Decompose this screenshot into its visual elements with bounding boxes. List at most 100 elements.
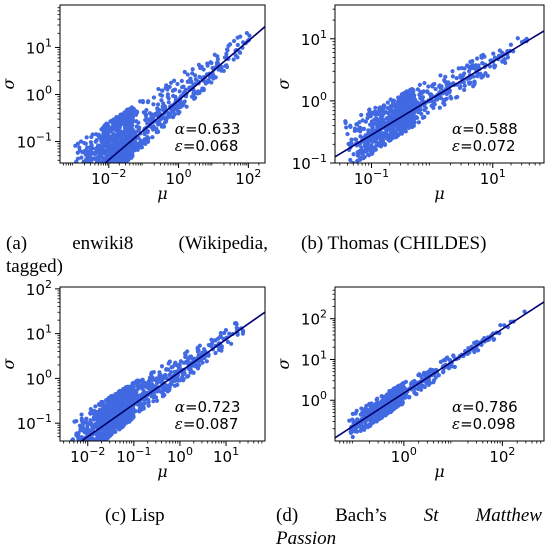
x-tick-label-c: 10−2 xyxy=(70,445,105,466)
data-point xyxy=(93,421,98,427)
data-point xyxy=(83,443,87,447)
data-point xyxy=(185,349,190,354)
data-point xyxy=(158,372,163,378)
data-point xyxy=(74,206,78,210)
data-point xyxy=(432,98,437,104)
alpha-annotation-c: α=0.723 xyxy=(175,398,241,416)
data-point xyxy=(84,179,88,183)
data-point xyxy=(423,373,428,379)
data-point xyxy=(480,61,485,66)
data-point xyxy=(169,369,174,375)
data-point xyxy=(425,110,430,115)
data-point xyxy=(378,119,383,125)
data-point xyxy=(157,389,162,394)
data-point xyxy=(176,103,182,108)
x-axis-label-b: μ xyxy=(434,184,444,203)
data-point xyxy=(505,55,511,60)
data-point xyxy=(381,110,386,115)
data-point xyxy=(97,165,101,169)
data-point xyxy=(89,143,94,148)
data-point xyxy=(186,373,191,379)
data-point xyxy=(189,94,195,99)
data-point xyxy=(378,402,383,407)
data-point xyxy=(132,394,137,400)
data-point xyxy=(127,131,132,136)
data-point xyxy=(224,64,230,70)
data-point xyxy=(165,94,170,99)
data-point xyxy=(426,84,431,89)
data-point xyxy=(378,105,383,110)
data-point xyxy=(451,354,456,359)
data-point xyxy=(418,384,423,389)
data-point xyxy=(200,360,205,365)
data-point xyxy=(85,184,89,188)
data-point xyxy=(378,131,383,137)
data-point xyxy=(84,189,88,193)
data-point xyxy=(108,410,113,415)
data-point xyxy=(157,120,162,126)
data-point xyxy=(423,105,428,111)
data-point xyxy=(115,135,120,140)
data-point xyxy=(181,376,186,382)
data-point xyxy=(129,105,134,110)
data-point xyxy=(130,110,135,115)
data-point xyxy=(470,63,476,68)
data-point xyxy=(109,118,114,123)
y-tick-label-a: 100 xyxy=(26,84,52,105)
data-point xyxy=(86,182,90,186)
data-point xyxy=(229,341,234,346)
data-point xyxy=(417,82,422,88)
y-axis-label-b: σ xyxy=(274,77,293,89)
caption-a-part3: (Wikipedia, xyxy=(178,233,268,254)
data-point xyxy=(219,64,224,69)
data-point xyxy=(122,153,127,158)
data-point xyxy=(474,66,479,72)
data-point xyxy=(79,434,84,440)
data-point xyxy=(139,141,144,146)
data-point xyxy=(370,403,376,408)
data-point xyxy=(78,428,83,433)
data-point xyxy=(466,69,472,74)
data-point xyxy=(89,147,94,152)
data-point xyxy=(160,394,165,399)
data-point xyxy=(163,106,168,111)
fit-line-a xyxy=(103,26,265,163)
data-point xyxy=(106,405,111,410)
data-point xyxy=(382,142,388,147)
data-point xyxy=(102,139,108,144)
data-point xyxy=(82,172,86,176)
data-point xyxy=(72,178,76,182)
data-point xyxy=(80,178,84,182)
data-point xyxy=(140,100,146,105)
data-point xyxy=(368,137,373,143)
data-point xyxy=(365,148,370,153)
data-point xyxy=(367,110,372,115)
x-axis-label-c: μ xyxy=(157,462,167,481)
data-point xyxy=(147,381,152,386)
data-point xyxy=(398,389,403,394)
data-point xyxy=(142,401,148,406)
data-point xyxy=(240,331,245,336)
data-point xyxy=(213,75,218,80)
caption-a-part2: enwiki8 xyxy=(72,233,134,254)
data-point xyxy=(100,434,105,439)
data-point xyxy=(77,423,83,428)
data-point xyxy=(443,74,448,79)
data-point xyxy=(81,180,85,184)
data-point xyxy=(182,69,187,75)
data-point xyxy=(159,98,164,103)
data-point xyxy=(422,80,427,86)
alpha-annotation-b: α=0.588 xyxy=(452,120,518,138)
data-point xyxy=(169,382,174,387)
caption-b: (b) Thomas (CHILDES) xyxy=(301,232,486,255)
data-point xyxy=(84,178,88,182)
data-point xyxy=(151,102,156,107)
data-point xyxy=(225,339,230,344)
caption-a-part1: (a) xyxy=(6,233,28,254)
alpha-annotation-d: α=0.786 xyxy=(452,398,518,416)
data-point xyxy=(465,63,470,68)
data-point xyxy=(96,132,101,137)
data-point xyxy=(437,84,442,89)
data-point xyxy=(431,378,437,383)
